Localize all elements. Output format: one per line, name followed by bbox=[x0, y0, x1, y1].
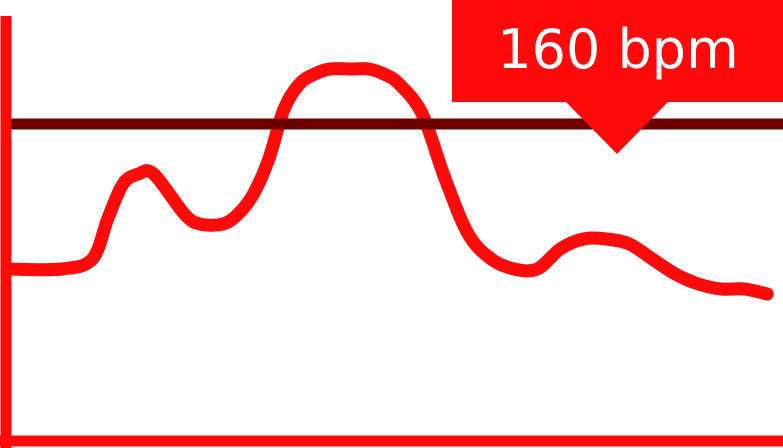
threshold-callout: 160 bpm bbox=[452, 0, 783, 154]
callout-label: 160 bpm bbox=[497, 18, 738, 81]
callout-box bbox=[452, 0, 783, 154]
heart-rate-line bbox=[1, 62, 774, 301]
